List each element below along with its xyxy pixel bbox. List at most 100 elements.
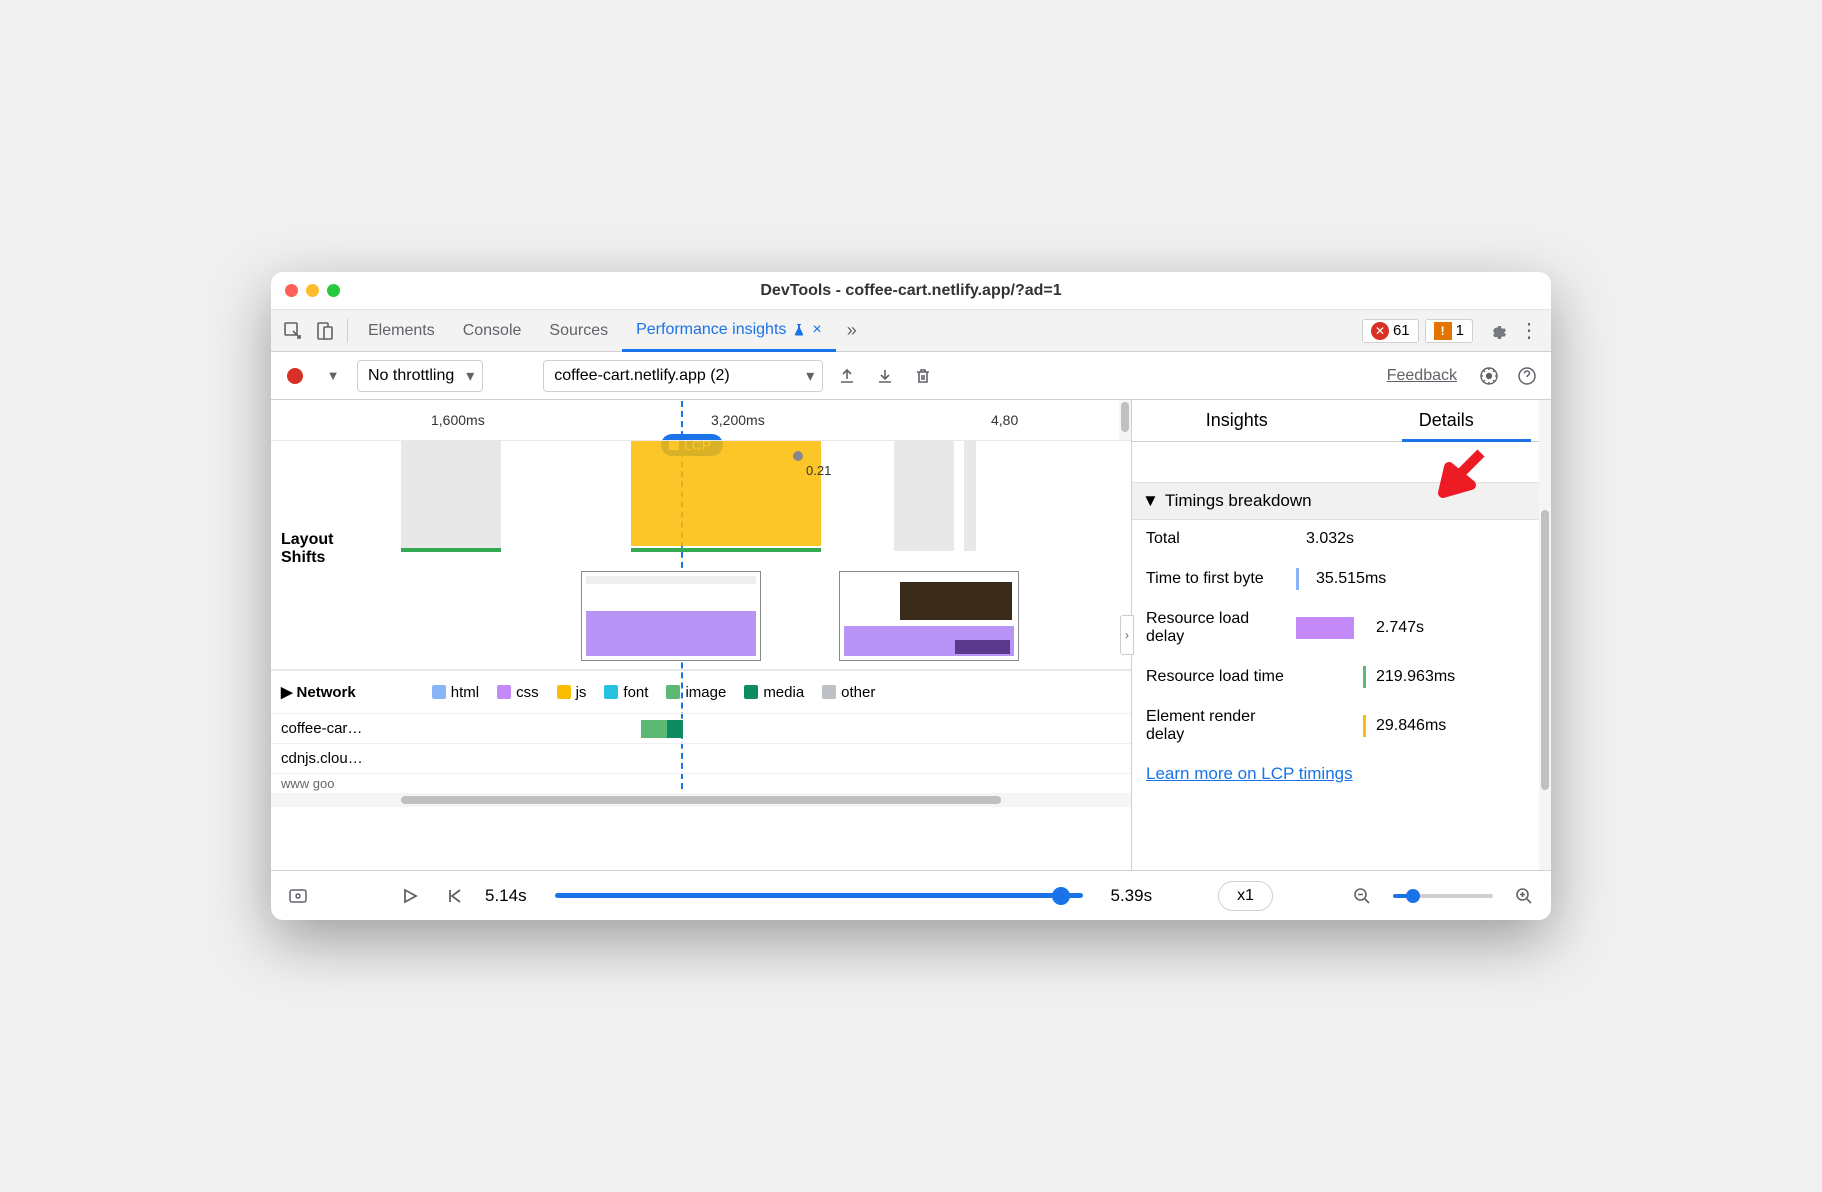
chart-region: 0.21 [401, 441, 1131, 669]
close-window-button[interactable] [285, 284, 298, 297]
kebab-menu-icon[interactable]: ⋮ [1513, 315, 1545, 347]
throttling-select[interactable]: No throttling [357, 360, 483, 392]
zoom-in-icon[interactable] [1511, 883, 1537, 909]
warnings-count: 1 [1456, 322, 1464, 339]
tab-console[interactable]: Console [449, 310, 536, 351]
timing-value: 3.032s [1306, 530, 1537, 548]
disclosure-icon: ▼ [1142, 491, 1159, 511]
timings-list: Total 3.032s Time to first byte 35.515ms… [1132, 520, 1551, 754]
network-label: Network [297, 684, 356, 701]
screenshot-thumbnail[interactable] [581, 571, 761, 661]
timing-bar [1296, 568, 1299, 590]
timing-label: Resource load time [1146, 668, 1286, 686]
timing-label: Time to first byte [1146, 570, 1286, 588]
tab-insights[interactable]: Insights [1132, 400, 1342, 441]
timing-label: Element render delay [1146, 708, 1286, 744]
window-title: DevTools - coffee-cart.netlify.app/?ad=1 [271, 282, 1551, 300]
delete-icon[interactable] [909, 362, 937, 390]
help-icon[interactable] [1513, 362, 1541, 390]
rewind-icon[interactable] [441, 883, 467, 909]
horizontal-scrollbar[interactable] [271, 793, 1131, 807]
errors-badge[interactable]: ✕ 61 [1362, 319, 1419, 343]
details-scrollbar[interactable] [1539, 400, 1551, 870]
panel-settings-icon[interactable] [1475, 362, 1503, 390]
timeline-slider[interactable] [555, 893, 1083, 898]
feedback-link[interactable]: Feedback [1387, 367, 1457, 385]
error-icon: ✕ [1371, 322, 1389, 340]
zoom-slider[interactable] [1393, 894, 1493, 898]
request-name: cdnjs.clou… [281, 750, 401, 767]
details-panel: › Insights Details ▼ Timings breakdown T… [1131, 400, 1551, 870]
divider [347, 319, 348, 343]
record-button[interactable] [281, 362, 309, 390]
annotation-arrow-icon [1431, 445, 1491, 505]
network-row[interactable]: www goo [271, 773, 1131, 793]
tab-sources[interactable]: Sources [535, 310, 622, 351]
playbar: 5.14s 5.39s x1 [271, 870, 1551, 920]
timeline-ruler[interactable]: 1,600ms 3,200ms 4,80 LCP [271, 400, 1131, 440]
section-title: Timings breakdown [1165, 491, 1312, 511]
zoom-thumb[interactable] [1406, 889, 1420, 903]
legend-other: other [822, 684, 875, 701]
errors-count: 61 [1393, 322, 1410, 339]
request-bar [667, 720, 683, 738]
minimize-window-button[interactable] [306, 284, 319, 297]
devtools-window: DevTools - coffee-cart.netlify.app/?ad=1… [271, 272, 1551, 920]
network-section: ▶ Network html css js font image media o… [271, 670, 1131, 793]
timing-label: Total [1146, 530, 1286, 548]
timing-row-total: Total 3.032s [1132, 520, 1551, 558]
tab-label: Performance insights [636, 321, 786, 339]
inspect-icon[interactable] [277, 315, 309, 347]
current-time: 5.14s [485, 886, 527, 906]
details-tabs: Insights Details [1132, 400, 1551, 442]
timing-value: 29.846ms [1376, 717, 1537, 735]
learn-more-link[interactable]: Learn more on LCP timings [1132, 754, 1551, 794]
maximize-window-button[interactable] [327, 284, 340, 297]
timing-bar [1363, 715, 1366, 737]
legend-js: js [557, 684, 587, 701]
close-tab-icon[interactable]: × [812, 321, 821, 339]
tab-details[interactable]: Details [1342, 400, 1552, 441]
timing-bar [1296, 617, 1354, 639]
timing-row-ttfb: Time to first byte 35.515ms [1132, 558, 1551, 600]
timeline-panel: 1,600ms 3,200ms 4,80 LCP Layout Shifts [271, 400, 1131, 870]
playback-speed-button[interactable]: x1 [1218, 881, 1273, 911]
main-panel: 1,600ms 3,200ms 4,80 LCP Layout Shifts [271, 400, 1551, 870]
slider-thumb[interactable] [1052, 887, 1070, 905]
region-block [401, 441, 501, 551]
network-row[interactable]: coffee-car… [271, 713, 1131, 743]
layout-shifts-label: Layout Shifts [281, 531, 371, 567]
layout-shifts-chart[interactable]: Layout Shifts 0.21 [271, 440, 1131, 670]
preview-icon[interactable] [285, 883, 311, 909]
time-tick: 1,600ms [431, 412, 485, 428]
settings-icon[interactable] [1481, 315, 1513, 347]
tab-performance-insights[interactable]: Performance insights × [622, 311, 836, 352]
request-bar [641, 720, 667, 738]
request-name: coffee-car… [281, 720, 401, 737]
record-dropdown-icon[interactable]: ▼ [319, 362, 347, 390]
warnings-badge[interactable]: ! 1 [1425, 319, 1473, 343]
warning-icon: ! [1434, 322, 1452, 340]
time-tick: 4,80 [991, 412, 1018, 428]
more-tabs-icon[interactable]: » [836, 315, 868, 347]
traffic-lights [285, 284, 340, 297]
titlebar: DevTools - coffee-cart.netlify.app/?ad=1 [271, 272, 1551, 310]
collapse-handle-icon[interactable]: › [1120, 615, 1134, 655]
total-time: 5.39s [1111, 886, 1153, 906]
download-icon[interactable] [871, 362, 899, 390]
region-block [964, 441, 976, 551]
timing-value: 35.515ms [1316, 570, 1537, 588]
device-toggle-icon[interactable] [309, 315, 341, 347]
network-toggle[interactable]: ▶ Network [281, 683, 356, 701]
request-name: www goo [281, 776, 401, 791]
toolbar: ▼ No throttling coffee-cart.netlify.app … [271, 352, 1551, 400]
timing-value: 2.747s [1376, 619, 1537, 637]
screenshot-thumbnail[interactable] [839, 571, 1019, 661]
play-icon[interactable] [397, 883, 423, 909]
page-select[interactable]: coffee-cart.netlify.app (2) [543, 360, 823, 392]
upload-icon[interactable] [833, 362, 861, 390]
network-row[interactable]: cdnjs.clou… [271, 743, 1131, 773]
tab-elements[interactable]: Elements [354, 310, 449, 351]
zoom-out-icon[interactable] [1349, 883, 1375, 909]
vertical-scrollbar[interactable] [1119, 400, 1131, 440]
